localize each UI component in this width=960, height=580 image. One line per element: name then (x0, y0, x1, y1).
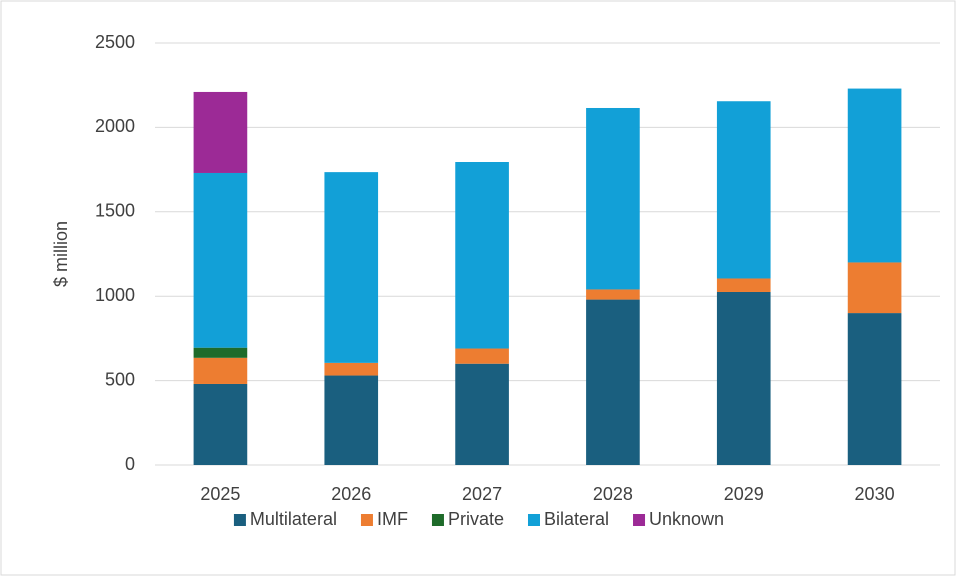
bar-segment (193, 91, 248, 173)
y-axis-label: $ million (51, 221, 71, 287)
legend-label: IMF (377, 509, 408, 529)
bar-segment (586, 299, 640, 465)
legend-label: Bilateral (544, 509, 609, 529)
bar-segment (193, 357, 248, 384)
legend-swatch (527, 514, 540, 526)
legend-label: Private (448, 509, 504, 529)
bar-segment (586, 107, 640, 290)
legend-swatch (233, 514, 246, 526)
bar-segment (716, 101, 771, 279)
y-tick-label: 500 (105, 369, 135, 389)
bar-segment (324, 362, 379, 376)
bar-segment (716, 278, 771, 292)
bar-segment (193, 347, 248, 358)
bar-segment (847, 262, 902, 314)
bar-segment (455, 162, 509, 349)
y-tick-label: 2500 (95, 32, 135, 52)
x-tick-label: 2026 (331, 484, 371, 504)
legend-swatch (431, 514, 444, 526)
y-tick-label: 1000 (95, 285, 135, 305)
legend-swatch (360, 514, 373, 526)
x-tick-label: 2027 (462, 484, 502, 504)
legend-swatch (633, 514, 646, 526)
legend-label: Unknown (649, 509, 724, 529)
x-tick-label: 2029 (724, 484, 764, 504)
y-tick-label: 1500 (95, 201, 135, 221)
y-tick-label: 2000 (95, 116, 135, 136)
x-tick-label: 2028 (593, 484, 633, 504)
bar-segment (193, 172, 248, 348)
bar-segment (716, 291, 771, 465)
bar-segment (324, 375, 379, 465)
bar-segment (847, 313, 902, 465)
bar-segment (847, 88, 902, 263)
legend-label: Multilateral (250, 509, 337, 529)
bar-segment (586, 289, 640, 300)
y-tick-label: 0 (125, 454, 135, 474)
bar-segment (193, 383, 248, 465)
x-tick-label: 2025 (200, 484, 240, 504)
bar-segment (455, 363, 509, 465)
bar-segment (455, 348, 509, 364)
x-tick-label: 2030 (855, 484, 895, 504)
bar-segment (324, 172, 379, 363)
